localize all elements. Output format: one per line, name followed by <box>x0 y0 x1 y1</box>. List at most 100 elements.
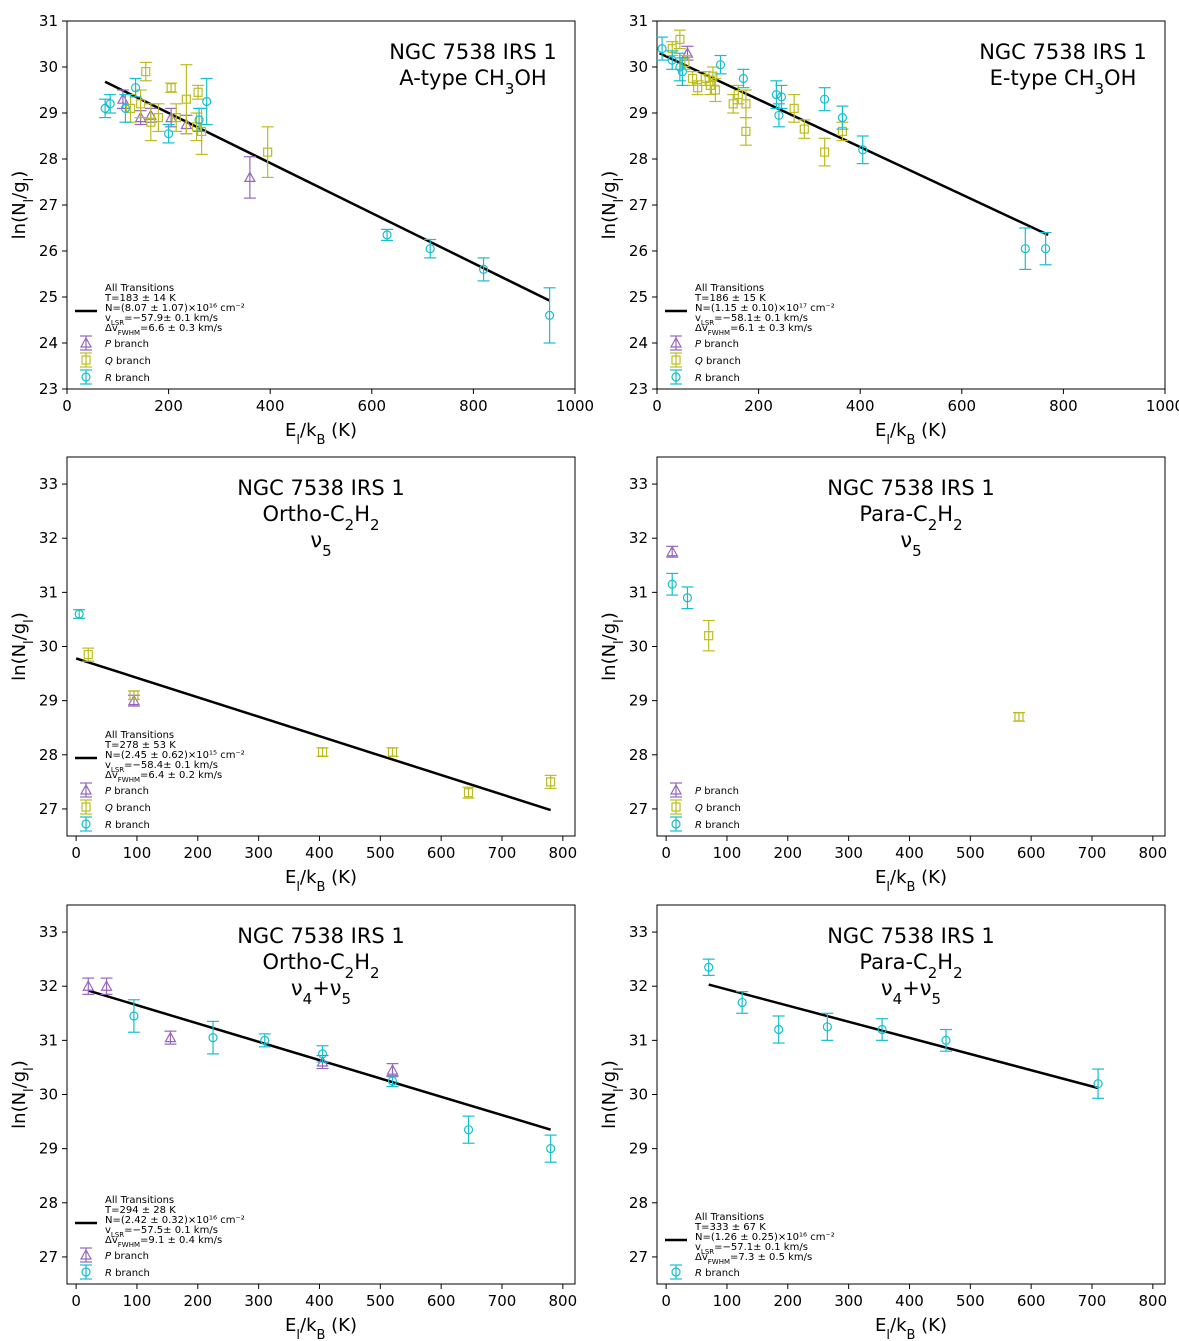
data-point-q <box>193 87 203 97</box>
x-tick-label: 600 <box>427 1292 456 1310</box>
data-point-r <box>478 264 489 274</box>
x-tick-label: 800 <box>1139 844 1168 862</box>
x-tick-label: 200 <box>183 844 212 862</box>
legend-fit-text: vLSR=−57.9± 0.1 km/s <box>105 313 218 327</box>
x-tick-label: 100 <box>123 1292 152 1310</box>
x-tick-label: 200 <box>154 397 183 415</box>
data-point-q <box>181 94 191 104</box>
y-tick-label: 30 <box>629 1086 648 1104</box>
y-tick-label: 28 <box>39 746 58 764</box>
legend-fit-text: T=294 ± 28 K <box>104 1205 176 1216</box>
x-tick-label: 500 <box>366 1292 395 1310</box>
y-axis-label: ln(Nl/gl) <box>599 612 627 681</box>
x-tick-label: 0 <box>62 397 72 415</box>
plot-frame <box>66 20 576 390</box>
legend-branch-label: P branch <box>105 1251 149 1262</box>
x-tick-label: 1000 <box>1146 397 1179 415</box>
data-point-r <box>463 1125 474 1135</box>
data-point-p <box>165 111 178 123</box>
panel-1: 0 200 400 600 800 1000 23 24 25 26 27 28 29 30 31 El/kB… <box>9 12 594 448</box>
x-tick-label: 0 <box>71 844 81 862</box>
data-point-r <box>737 997 747 1008</box>
x-tick-label: 600 <box>357 397 386 415</box>
legend-title: All Transitions <box>105 1195 174 1206</box>
panel-subtitle: Para-C2H2 <box>859 502 962 534</box>
data-point-r <box>682 593 693 603</box>
data-point-r <box>677 66 688 77</box>
panel-5: 0 100 200 300 400 500 600 700 800 27 28 29 30 31 32 33 E… <box>9 904 577 1341</box>
data-point-p <box>100 979 113 991</box>
y-tick-label: 29 <box>39 104 58 122</box>
legend-marker-r <box>671 1267 681 1277</box>
legend-marker-p <box>669 336 683 348</box>
legend-fit-text: ΔvFWHM=9.1 ± 0.4 km/s <box>105 1235 222 1249</box>
data-point-q <box>125 103 136 114</box>
y-tick-label: 27 <box>39 1248 58 1266</box>
y-tick-label: 31 <box>629 1031 648 1049</box>
legend-fit-text: ΔvFWHM=6.1 ± 0.3 km/s <box>695 323 812 337</box>
data-point-q <box>546 777 556 787</box>
x-tick-label: 500 <box>366 844 395 862</box>
data-point-r <box>425 244 435 254</box>
legend-branch-label: P branch <box>695 339 739 350</box>
data-point-p <box>82 979 95 991</box>
legend-title: All Transitions <box>105 730 174 741</box>
legend-branch-label: R branch <box>105 1268 150 1279</box>
legend-branch-label: P branch <box>105 786 149 797</box>
data-point-q <box>789 103 799 114</box>
x-tick-label: 0 <box>71 1292 81 1310</box>
data-point-q <box>166 83 176 93</box>
data-point-r <box>105 99 115 109</box>
data-point-r <box>317 1049 328 1059</box>
x-tick-label: 100 <box>123 844 152 862</box>
x-axis-label: El/kB (K) <box>875 420 947 448</box>
panel-subtitle: Ortho-C2H2 <box>262 502 379 534</box>
legend-branch-label: R branch <box>695 373 740 384</box>
y-tick-label: 32 <box>629 977 648 995</box>
y-tick-label: 32 <box>629 529 648 547</box>
data-point-p <box>386 1063 399 1075</box>
data-point-q <box>129 690 139 700</box>
data-point-q <box>387 747 398 757</box>
legend-fit-text: T=186 ± 15 K <box>694 293 766 304</box>
x-axis-label: El/kB (K) <box>875 867 947 895</box>
legend-branch-label: R branch <box>695 1268 740 1279</box>
data-point-r <box>1020 244 1030 254</box>
y-tick-label: 30 <box>629 58 648 76</box>
panel-subtitle-2: ν4+ν5 <box>291 976 351 1008</box>
data-point-r <box>129 1011 139 1021</box>
data-point-r <box>941 1035 951 1045</box>
x-tick-label: 700 <box>1078 1292 1107 1310</box>
data-point-q <box>687 73 698 84</box>
plot-frame <box>66 904 576 1285</box>
x-tick-label: 800 <box>1049 397 1078 415</box>
legend-marker-r <box>81 819 91 829</box>
x-tick-label: 200 <box>773 1292 802 1310</box>
panel-2: 0 200 400 600 800 1000 23 24 25 26 27 28 29 30 31 El/kB… <box>599 12 1179 448</box>
x-tick-label: 800 <box>459 397 488 415</box>
y-tick-label: 24 <box>629 334 648 352</box>
panel-subtitle: Ortho-C2H2 <box>262 950 379 982</box>
x-tick-label: 400 <box>256 397 285 415</box>
y-tick-label: 33 <box>39 475 58 493</box>
data-point-r <box>822 1022 832 1032</box>
legend-branch-label: R branch <box>695 820 740 831</box>
y-tick-label: 29 <box>39 692 58 710</box>
y-tick-label: 28 <box>39 1194 58 1212</box>
y-axis-label: ln(Nl/gl) <box>599 171 627 240</box>
x-tick-label: 400 <box>846 397 875 415</box>
y-tick-label: 32 <box>39 529 58 547</box>
data-point-q <box>733 89 743 100</box>
x-tick-label: 300 <box>834 1292 863 1310</box>
legend-marker-r <box>81 1267 91 1277</box>
x-tick-label: 0 <box>652 397 662 415</box>
data-point-q <box>820 147 830 157</box>
y-tick-label: 30 <box>39 638 58 656</box>
x-tick-label: 200 <box>744 397 773 415</box>
x-tick-label: 800 <box>549 844 578 862</box>
y-tick-label: 23 <box>629 380 648 398</box>
y-tick-label: 33 <box>629 923 648 941</box>
data-point-r <box>130 83 141 93</box>
legend-branch-label: P branch <box>105 339 149 350</box>
